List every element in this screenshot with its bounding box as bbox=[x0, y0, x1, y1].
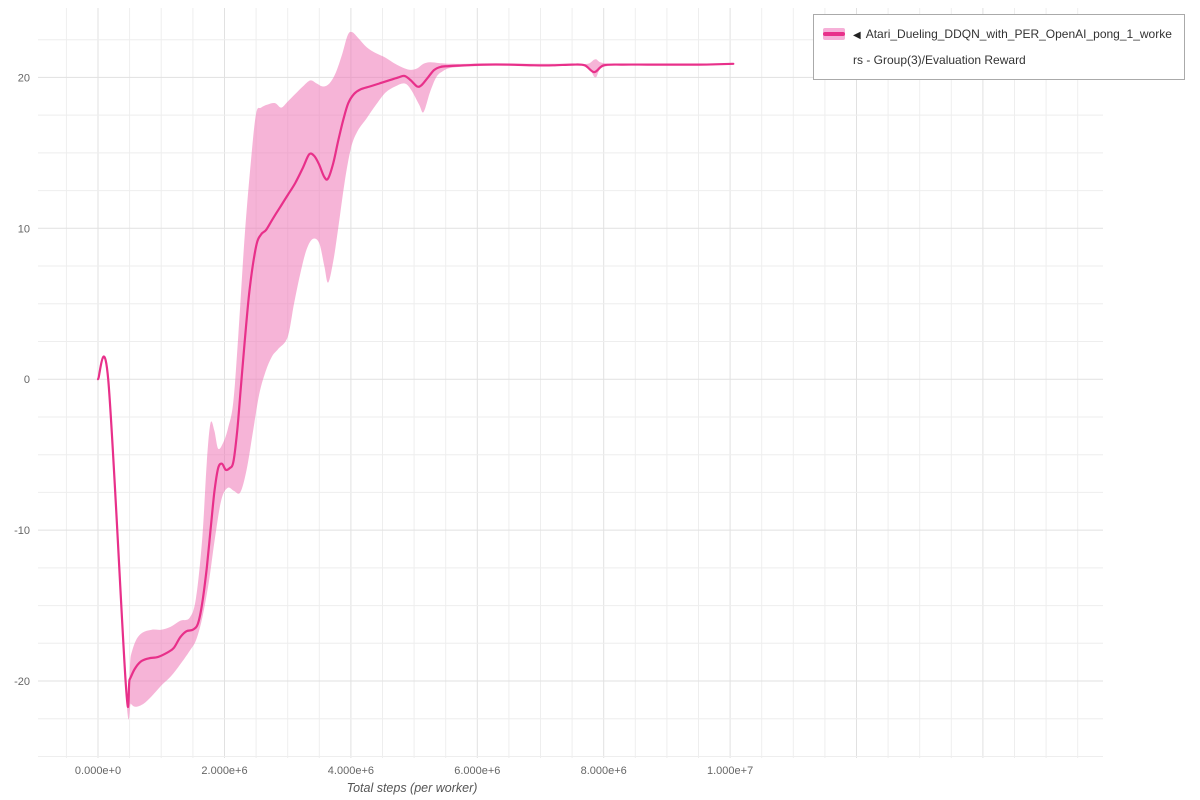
x-tick-label: 0.000e+0 bbox=[75, 765, 121, 777]
y-tick-label: 20 bbox=[18, 72, 30, 84]
y-tick-label: 0 bbox=[24, 374, 30, 386]
x-tick-label: 1.000e+7 bbox=[707, 765, 753, 777]
x-tick-label: 4.000e+6 bbox=[328, 765, 374, 777]
series-swatch-icon bbox=[823, 28, 845, 40]
x-tick-label: 8.000e+6 bbox=[581, 765, 627, 777]
collapse-left-icon[interactable]: ◀ bbox=[853, 30, 861, 41]
legend-box: ◀ Atari_Dueling_DDQN_with_PER_OpenAI_pong… bbox=[813, 14, 1185, 80]
series-name-label: Atari_Dueling_DDQN_with_PER_OpenAI_pong_… bbox=[853, 27, 1172, 67]
x-axis-title: Total steps (per worker) bbox=[346, 781, 478, 795]
legend-label-text: ◀ Atari_Dueling_DDQN_with_PER_OpenAI_pong… bbox=[853, 22, 1173, 72]
x-tick-label: 2.000e+6 bbox=[201, 765, 247, 777]
y-tick-label: -20 bbox=[14, 676, 30, 688]
series-line-icon bbox=[823, 32, 845, 36]
legend-item[interactable]: ◀ Atari_Dueling_DDQN_with_PER_OpenAI_pong… bbox=[823, 22, 1175, 72]
y-tick-label: -10 bbox=[14, 525, 30, 537]
mean-reward-line bbox=[96, 62, 735, 708]
y-tick-label: 10 bbox=[18, 223, 30, 235]
confidence-band bbox=[98, 31, 734, 720]
x-tick-label: 6.000e+6 bbox=[454, 765, 500, 777]
